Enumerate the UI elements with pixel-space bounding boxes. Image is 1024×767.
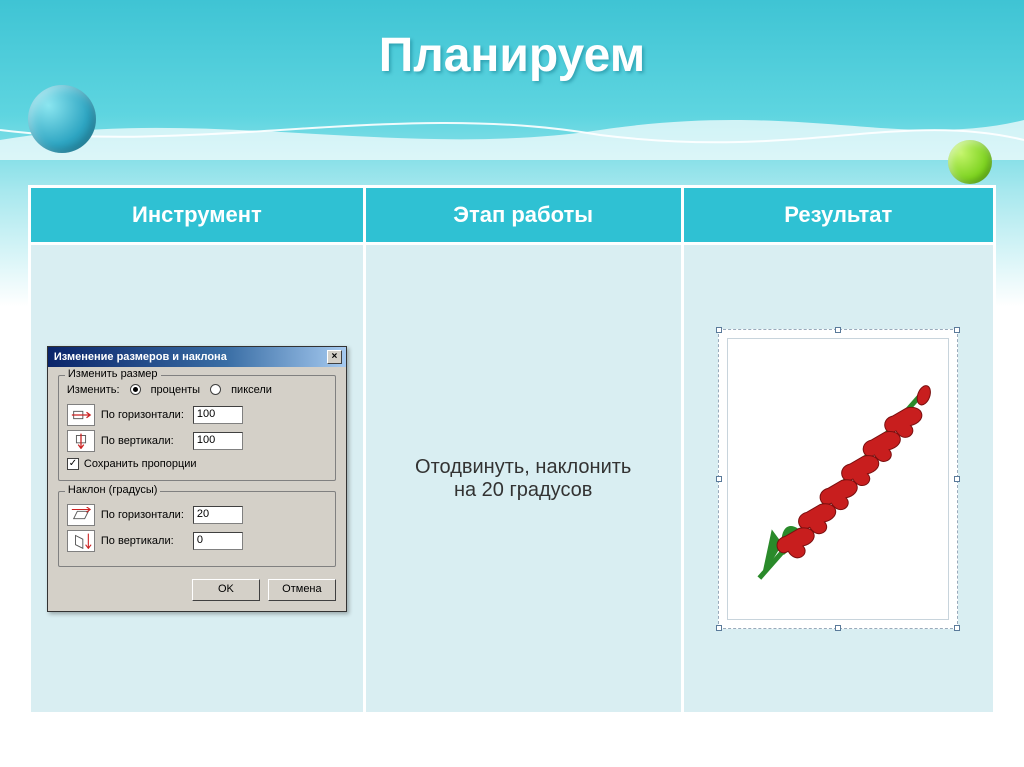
resize-group-label: Изменить размер bbox=[65, 368, 161, 380]
col-header-result: Результат bbox=[682, 187, 994, 244]
stage-text-line1: Отодвинуть, наклонить bbox=[378, 456, 669, 479]
col-header-stage: Этап работы bbox=[364, 187, 682, 244]
skew-horiz-label: По горизонтали: bbox=[101, 509, 187, 521]
result-selection-frame[interactable] bbox=[718, 329, 958, 629]
selection-handle[interactable] bbox=[716, 327, 722, 333]
stage-text-line2: на 20 градусов bbox=[378, 479, 669, 502]
resize-horiz-label: По горизонтали: bbox=[101, 409, 187, 421]
planning-table: Инструмент Этап работы Результат Изменен… bbox=[28, 185, 996, 715]
resize-vert-icon bbox=[67, 430, 95, 452]
skew-groupbox: Наклон (градусы) По горизонтали: 20 bbox=[58, 491, 336, 567]
skew-horiz-icon bbox=[67, 504, 95, 526]
gladiolus-image bbox=[738, 349, 938, 609]
radio-pixels-label: пиксели bbox=[231, 384, 272, 396]
cancel-button[interactable]: Отмена bbox=[268, 579, 336, 601]
cell-stage: Отодвинуть, наклонить на 20 градусов bbox=[364, 244, 682, 714]
decorative-bubble-left bbox=[28, 85, 96, 153]
selection-handle[interactable] bbox=[954, 625, 960, 631]
selection-handle[interactable] bbox=[716, 625, 722, 631]
decorative-bubble-right bbox=[948, 140, 992, 184]
close-icon[interactable]: × bbox=[327, 350, 342, 364]
cell-result bbox=[682, 244, 994, 714]
skew-vert-icon bbox=[67, 530, 95, 552]
col-header-tool: Инструмент bbox=[30, 187, 365, 244]
keep-aspect-label: Сохранить пропорции bbox=[84, 458, 197, 470]
skew-vert-label: По вертикали: bbox=[101, 535, 187, 547]
resize-groupbox: Изменить размер Изменить: проценты пиксе… bbox=[58, 375, 336, 481]
selection-handle[interactable] bbox=[835, 625, 841, 631]
selection-handle[interactable] bbox=[954, 476, 960, 482]
decorative-wave bbox=[0, 100, 1024, 160]
resize-vert-label: По вертикали: bbox=[101, 435, 187, 447]
ok-button[interactable]: OK bbox=[192, 579, 260, 601]
page-title: Планируем bbox=[0, 28, 1024, 83]
resize-vert-input[interactable]: 100 bbox=[193, 432, 243, 450]
cell-tool: Изменение размеров и наклона × Изменить … bbox=[30, 244, 365, 714]
skew-vert-input[interactable]: 0 bbox=[193, 532, 243, 550]
selection-handle[interactable] bbox=[835, 327, 841, 333]
skew-group-label: Наклон (градусы) bbox=[65, 484, 161, 496]
dialog-titlebar[interactable]: Изменение размеров и наклона × bbox=[48, 347, 346, 367]
selection-handle[interactable] bbox=[716, 476, 722, 482]
radio-percent-label: проценты bbox=[151, 384, 201, 396]
selection-handle[interactable] bbox=[954, 327, 960, 333]
resize-horiz-input[interactable]: 100 bbox=[193, 406, 243, 424]
dialog-title: Изменение размеров и наклона bbox=[54, 351, 227, 363]
radio-percent[interactable] bbox=[130, 384, 141, 395]
skew-horiz-input[interactable]: 20 bbox=[193, 506, 243, 524]
keep-aspect-checkbox[interactable]: ✓ bbox=[67, 458, 79, 470]
resize-horiz-icon bbox=[67, 404, 95, 426]
radio-pixels[interactable] bbox=[210, 384, 221, 395]
resize-skew-dialog: Изменение размеров и наклона × Изменить … bbox=[47, 346, 347, 612]
change-label: Изменить: bbox=[67, 384, 120, 396]
